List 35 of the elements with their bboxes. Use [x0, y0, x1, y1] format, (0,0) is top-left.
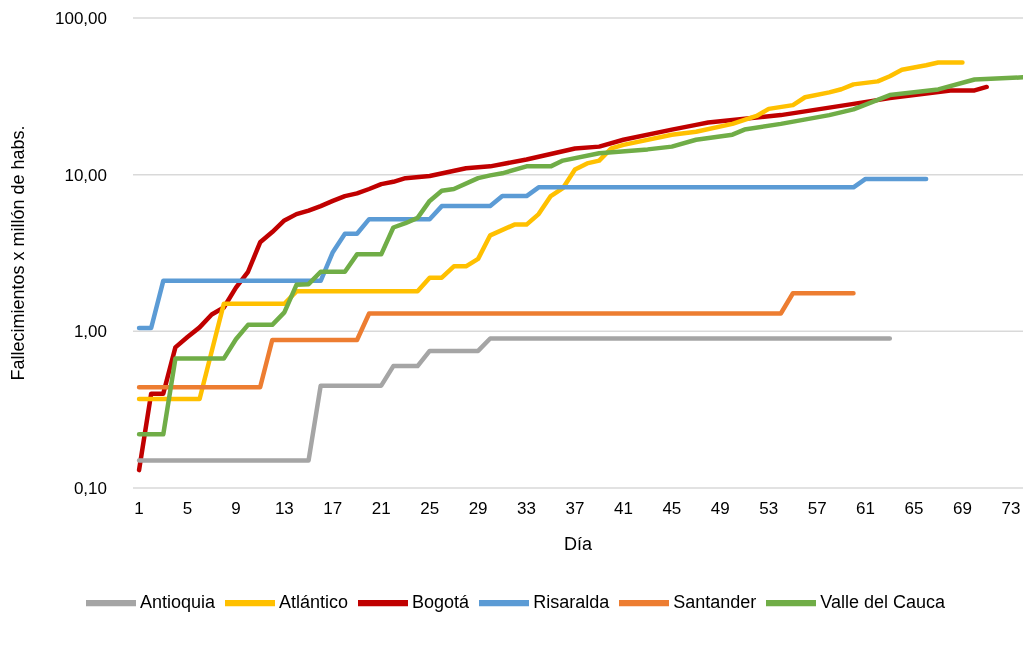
x-tick-label: 33 [517, 499, 536, 519]
x-tick-label: 13 [274, 499, 294, 519]
x-tick-label: 37 [565, 499, 585, 519]
legend-label: Antioquia [139, 591, 216, 612]
x-tick-label: 69 [952, 499, 972, 519]
line-series [136, 291, 856, 390]
x-tick-label: 53 [759, 499, 779, 519]
y-tick-label: 100,00 [55, 9, 107, 29]
line-series [136, 176, 929, 331]
x-tick-label: 45 [662, 499, 682, 519]
y-tick-label: 10,00 [64, 165, 107, 185]
x-tick-label: 9 [231, 499, 241, 519]
line-series [136, 60, 965, 402]
x-tick-label: 29 [468, 499, 488, 519]
legend-label: Risaralda [533, 591, 610, 612]
x-tick-label: 65 [904, 499, 924, 519]
x-tick-label: 1 [134, 499, 144, 519]
legend-label: Valle del Cauca [820, 591, 946, 612]
x-tick-label: 41 [613, 499, 633, 519]
y-tick-label: 1,00 [73, 322, 107, 342]
legend-label: Atlántico [279, 591, 349, 612]
x-tick-label: 21 [371, 499, 391, 519]
x-axis-title: Día [563, 534, 593, 554]
x-tick-label: 49 [710, 499, 730, 519]
x-tick-label: 61 [856, 499, 876, 519]
y-axis-title: Fallecimientos x millón de habs. [8, 125, 29, 381]
legend-label: Santander [673, 591, 757, 612]
legend-label: Bogotá [412, 591, 470, 612]
x-tick-label: 17 [323, 499, 343, 519]
x-tick-label: 57 [807, 499, 827, 519]
line-series [136, 336, 893, 463]
x-tick-label: 25 [420, 499, 440, 519]
x-tick-label: 73 [1001, 499, 1021, 519]
y-tick-label: 0,10 [73, 479, 107, 499]
x-tick-label: 5 [182, 499, 193, 519]
